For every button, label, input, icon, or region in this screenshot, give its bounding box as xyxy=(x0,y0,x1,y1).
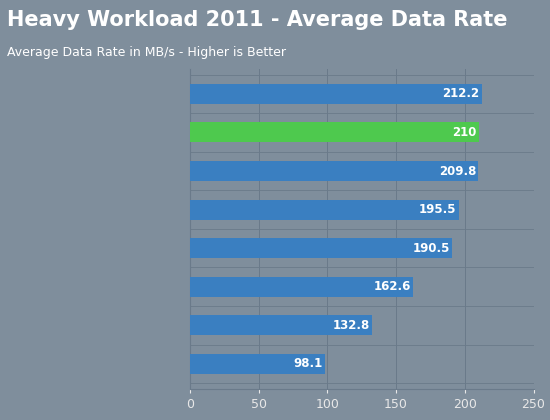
Text: 162.6: 162.6 xyxy=(374,280,411,293)
Text: 190.5: 190.5 xyxy=(412,241,450,255)
Text: 195.5: 195.5 xyxy=(419,203,456,216)
Bar xyxy=(190,84,482,104)
Text: 210: 210 xyxy=(452,126,476,139)
Text: 212.2: 212.2 xyxy=(442,87,480,100)
Bar xyxy=(190,315,372,336)
Bar xyxy=(190,122,478,142)
Bar xyxy=(190,200,459,220)
Bar xyxy=(190,354,324,374)
Text: 132.8: 132.8 xyxy=(333,319,370,332)
Text: 209.8: 209.8 xyxy=(439,165,476,178)
Text: 98.1: 98.1 xyxy=(293,357,322,370)
Bar xyxy=(190,238,452,258)
Bar xyxy=(190,277,413,297)
Bar xyxy=(190,161,478,181)
Text: Average Data Rate in MB/s - Higher is Better: Average Data Rate in MB/s - Higher is Be… xyxy=(7,46,285,58)
Text: Heavy Workload 2011 - Average Data Rate: Heavy Workload 2011 - Average Data Rate xyxy=(7,10,507,29)
